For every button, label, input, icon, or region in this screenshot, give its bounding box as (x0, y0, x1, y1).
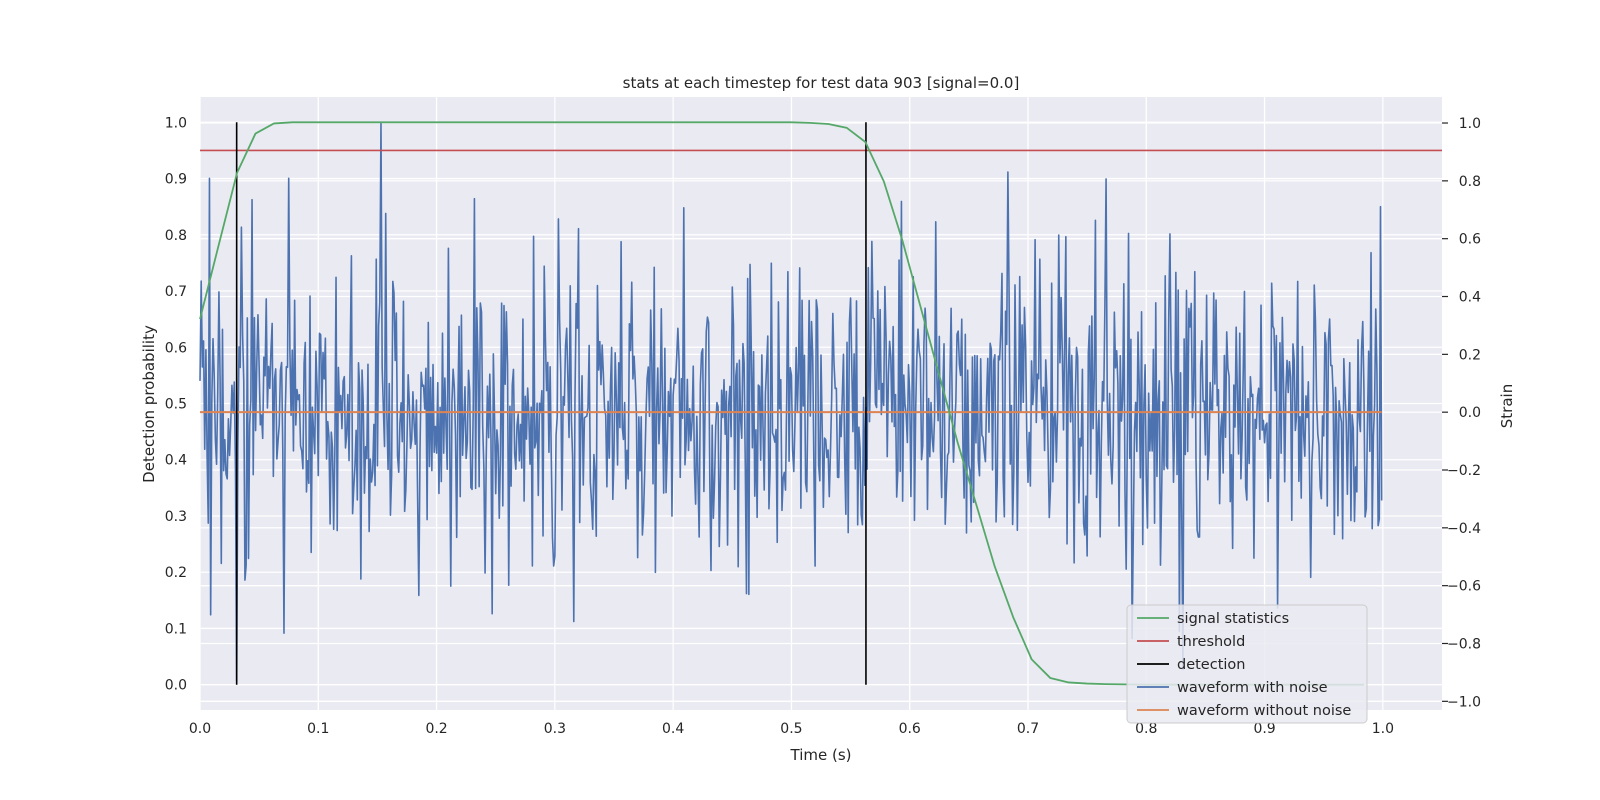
x-tick-label: 0.3 (544, 721, 566, 737)
x-tick-label: 0.5 (780, 721, 802, 737)
y-right-tick-label: 0.0 (1459, 405, 1481, 421)
y-right-tick-label: 1.0 (1459, 116, 1481, 132)
x-tick-label: 0.2 (425, 721, 447, 737)
x-axis-label: Time (s) (790, 746, 852, 764)
y-axis-right-label: Strain (1498, 384, 1516, 428)
y-left-tick-label: 0.4 (165, 453, 187, 469)
y-right-tick-label: −0.8 (1447, 636, 1481, 652)
legend-box (1126, 604, 1368, 724)
y-left-tick-label: 0.7 (165, 284, 187, 300)
y-right-tick-label: 0.2 (1459, 347, 1481, 363)
y-right-tick-label: −1.0 (1447, 694, 1481, 710)
legend: signal statistics threshold detection wavef… (1126, 604, 1368, 724)
y-right-tick-label: −0.4 (1447, 521, 1481, 537)
y-right-tick-label: 0.4 (1459, 290, 1481, 306)
y-left-tick-label: 0.2 (165, 565, 187, 581)
waveform-with-noise-line (199, 122, 1383, 682)
y-right-tick-label: −0.2 (1447, 463, 1481, 479)
y-left-tick-label: 0.9 (165, 172, 187, 188)
y-left-tick-label: 0.1 (165, 621, 187, 637)
y-axis-left-label: Detection probability (140, 325, 158, 483)
y-left-tick-label: 0.0 (165, 678, 187, 694)
legend-label: detection (1177, 657, 1245, 673)
legend-label: waveform with noise (1177, 680, 1328, 696)
series-layer (199, 121, 1442, 686)
x-tick-label: 0.8 (1135, 721, 1157, 737)
y-right-tick-label: 0.6 (1459, 232, 1481, 248)
y-right-tick-label: 0.8 (1459, 174, 1481, 190)
x-tick-label: 0.0 (189, 721, 211, 737)
x-tick-label: 1.0 (1372, 721, 1394, 737)
x-tick-label: 0.7 (1017, 721, 1039, 737)
y-left-tick-label: 0.8 (165, 228, 187, 244)
x-tick-label: 0.1 (307, 721, 329, 737)
y-right-tick-label: −0.6 (1447, 579, 1481, 595)
y-axis-right: −1.0 −0.8 −0.6 −0.4 −0.2 0.0 0.2 0.4 0.6 0.8 1.0 (1442, 116, 1481, 710)
chart-title: stats at each timestep for test data 903… (623, 74, 1020, 92)
x-tick-label: 0.6 (899, 721, 921, 737)
signal-statistics-line (199, 121, 1364, 686)
x-axis: 0.0 0.1 0.2 0.3 0.4 0.5 0.6 0.7 0.8 0.9 1.0 (189, 721, 1394, 737)
legend-label: threshold (1177, 634, 1245, 650)
y-left-tick-label: 1.0 (165, 115, 187, 131)
legend-label: waveform without noise (1177, 703, 1351, 719)
x-tick-label: 0.9 (1253, 721, 1275, 737)
y-axis-left: 0.0 0.1 0.2 0.3 0.4 0.5 0.6 0.7 0.8 0.9 1.0 (165, 115, 187, 693)
y-left-tick-label: 0.3 (165, 509, 187, 525)
y-left-tick-label: 0.6 (165, 340, 187, 356)
x-tick-label: 0.4 (662, 721, 684, 737)
legend-label: signal statistics (1177, 611, 1289, 627)
y-left-tick-label: 0.5 (165, 397, 187, 413)
